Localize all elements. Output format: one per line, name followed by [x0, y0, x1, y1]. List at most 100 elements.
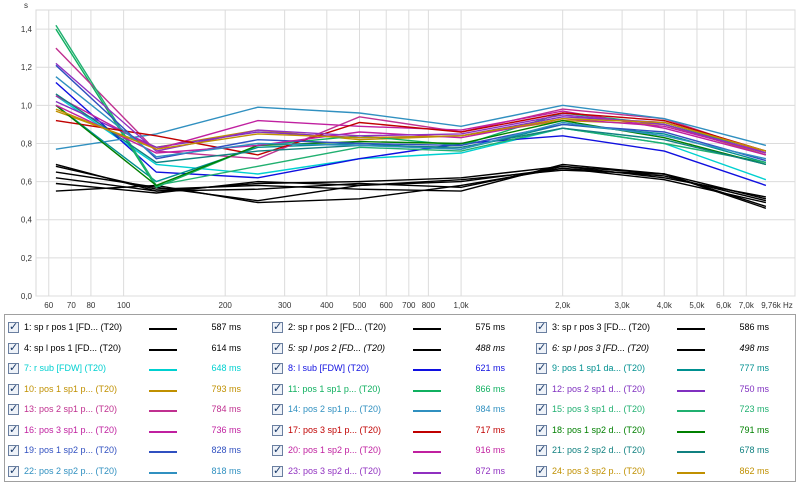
legend-value: 717 ms: [475, 424, 505, 435]
legend-item[interactable]: 7: r sub [FDW] (T20) 648 ms: [5, 359, 267, 379]
legend-item[interactable]: 19: pos 1 sp2 p... (T20) 828 ms: [5, 441, 267, 461]
legend-item[interactable]: 5: sp l pos 2 [FD... (T20) 488 ms: [269, 339, 531, 359]
legend-checkbox[interactable]: [536, 464, 547, 477]
legend-item[interactable]: 18: pos 1 sp2 d... (T20) 791 ms: [533, 421, 795, 441]
legend-item[interactable]: 2: sp r pos 2 [FD... (T20) 575 ms: [269, 318, 531, 338]
legend-item[interactable]: 3: sp r pos 3 [FD... (T20) 586 ms: [533, 318, 795, 338]
series-line: [55, 163, 767, 200]
legend-checkbox[interactable]: [272, 423, 283, 436]
legend-swatch: [677, 369, 705, 371]
x-tick-label: 2,0k: [555, 301, 571, 310]
legend-checkbox[interactable]: [536, 341, 547, 354]
legend-checkbox[interactable]: [8, 361, 19, 374]
series-line: [55, 112, 767, 156]
legend-swatch: [149, 430, 177, 433]
legend-label: 19: pos 1 sp2 p... (T20): [24, 445, 118, 455]
legend-value: 784 ms: [211, 404, 241, 414]
legend-label: 23: pos 3 sp2 d... (T20): [288, 465, 382, 476]
legend-value: 488 ms: [475, 342, 505, 353]
legend-label: 16: pos 3 sp1 p... (T20): [24, 424, 118, 435]
legend-label: 4: sp l pos 1 [FD... (T20): [24, 342, 122, 353]
legend-label: 17: pos 3 sp1 p... (T20): [288, 424, 382, 435]
legend-checkbox[interactable]: [272, 402, 283, 415]
legend-checkbox[interactable]: [272, 361, 283, 374]
legend-item[interactable]: 17: pos 3 sp1 p... (T20) 717 ms: [269, 421, 531, 441]
legend-label: 12: pos 2 sp1 d... (T20): [552, 383, 646, 394]
legend-checkbox[interactable]: [8, 341, 19, 354]
legend-value: 587 ms: [211, 322, 241, 332]
legend-item[interactable]: 14: pos 2 sp1 p... (T20) 984 ms: [269, 400, 531, 420]
legend-swatch: [677, 389, 705, 392]
legend-item[interactable]: 16: pos 3 sp1 p... (T20) 736 ms: [5, 421, 267, 441]
legend-label: 11: pos 1 sp1 p... (T20): [288, 383, 381, 394]
legend-item[interactable]: 23: pos 3 sp2 d... (T20) 872 ms: [269, 462, 531, 482]
series-line: [55, 64, 767, 162]
legend-item[interactable]: 15: pos 3 sp1 d... (T20) 723 ms: [533, 400, 795, 420]
legend-checkbox[interactable]: [272, 341, 283, 354]
series-line: [55, 76, 767, 160]
x-tick-label: 100: [117, 301, 131, 310]
x-tick-label: 80: [86, 301, 95, 310]
legend-value: 614 ms: [211, 342, 241, 353]
legend-checkbox[interactable]: [536, 382, 547, 395]
legend-item[interactable]: 22: pos 2 sp2 p... (T20) 818 ms: [5, 462, 267, 482]
y-tick-label: 0,6: [21, 178, 33, 187]
legend-checkbox[interactable]: [8, 464, 19, 477]
legend-value: 575 ms: [475, 322, 505, 332]
legend-swatch: [149, 471, 177, 474]
legend-checkbox[interactable]: [8, 423, 19, 436]
legend-swatch: [677, 348, 705, 351]
legend-swatch: [149, 451, 177, 453]
legend-item[interactable]: 13: pos 2 sp1 p... (T20) 784 ms: [5, 400, 267, 420]
legend-item[interactable]: 20: pos 1 sp2 p... (T20) 916 ms: [269, 441, 531, 461]
y-tick-label: 0,0: [21, 292, 33, 301]
legend-checkbox[interactable]: [8, 402, 19, 415]
series-line: [55, 62, 767, 154]
legend-checkbox[interactable]: [272, 382, 283, 395]
legend-checkbox[interactable]: [272, 320, 283, 333]
y-tick-label: 1,4: [21, 25, 33, 34]
legend-item[interactable]: 21: pos 2 sp2 d... (T20) 678 ms: [533, 441, 795, 461]
legend-item[interactable]: 12: pos 2 sp1 d... (T20) 750 ms: [533, 380, 795, 400]
legend-swatch: [677, 430, 705, 433]
y-axis-label: s: [24, 1, 28, 10]
legend-swatch: [413, 369, 441, 371]
legend-label: 1: sp r pos 1 [FD... (T20): [24, 322, 123, 332]
legend-item[interactable]: 6: sp l pos 3 [FD... (T20) 498 ms: [533, 339, 795, 359]
legend-checkbox[interactable]: [536, 443, 547, 456]
legend-item[interactable]: 11: pos 1 sp1 p... (T20) 866 ms: [269, 380, 531, 400]
x-tick-label: 70: [67, 301, 76, 310]
legend-item[interactable]: 9: pos 1 sp1 da... (T20) 777 ms: [533, 359, 795, 379]
legend-label: 14: pos 2 sp1 p... (T20): [288, 404, 382, 414]
y-tick-label: 1,0: [21, 101, 33, 110]
legend-item[interactable]: 10: pos 1 sp1 p... (T20) 793 ms: [5, 380, 267, 400]
x-tick-label: 200: [219, 301, 233, 310]
legend-checkbox[interactable]: [272, 464, 283, 477]
legend-value: 866 ms: [475, 383, 505, 394]
legend-item[interactable]: 4: sp l pos 1 [FD... (T20) 614 ms: [5, 339, 267, 359]
legend-swatch: [413, 389, 441, 392]
legend-swatch: [677, 410, 705, 412]
legend-item[interactable]: 1: sp r pos 1 [FD... (T20) 587 ms: [5, 318, 267, 338]
legend-checkbox[interactable]: [8, 320, 19, 333]
legend-checkbox[interactable]: [536, 361, 547, 374]
series-line: [55, 108, 767, 152]
legend-value: 736 ms: [211, 424, 241, 435]
legend-checkbox[interactable]: [8, 443, 19, 456]
legend-label: 24: pos 3 sp2 p... (T20): [552, 465, 646, 476]
legend-label: 22: pos 2 sp2 p... (T20): [24, 465, 118, 476]
legend-checkbox[interactable]: [272, 443, 283, 456]
legend-item[interactable]: 24: pos 3 sp2 p... (T20) 862 ms: [533, 462, 795, 482]
legend-checkbox[interactable]: [8, 382, 19, 395]
legend-checkbox[interactable]: [536, 320, 547, 333]
legend-item[interactable]: 8: l sub [FDW] (T20) 621 ms: [269, 359, 531, 379]
legend-label: 2: sp r pos 2 [FD... (T20): [288, 322, 387, 332]
x-ticks: 60 70 80 100 200 300 400 500 600 700 800 1,0k 2,0k 3,…: [44, 301, 792, 310]
legend-swatch: [413, 348, 441, 351]
legend-checkbox[interactable]: [536, 423, 547, 436]
legend-value: 750 ms: [739, 383, 769, 394]
legend-checkbox[interactable]: [536, 402, 547, 415]
series-line: [55, 24, 767, 187]
legend-swatch: [413, 328, 441, 330]
legend-label: 15: pos 3 sp1 d... (T20): [552, 404, 646, 414]
